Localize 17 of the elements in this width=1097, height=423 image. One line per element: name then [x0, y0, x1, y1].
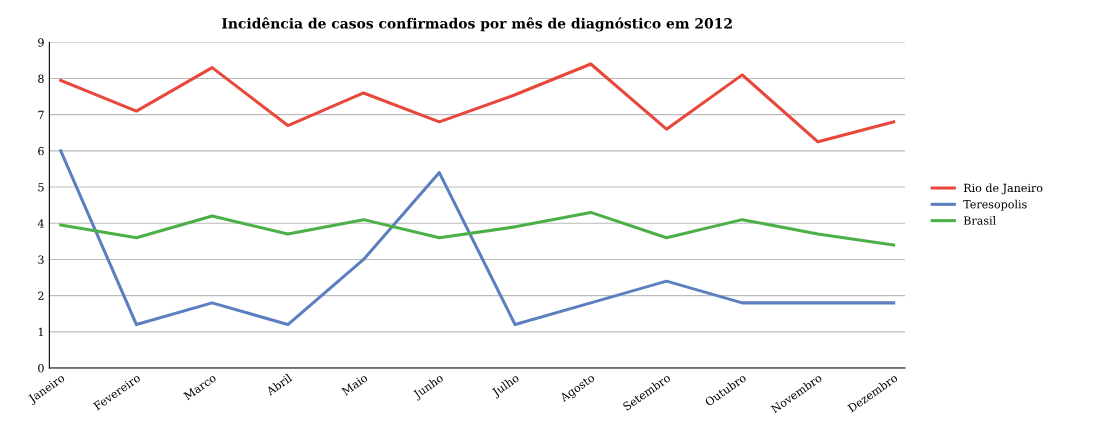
y-tick-label: 1 [38, 327, 43, 337]
legend-label: Teresopolis [963, 199, 1027, 211]
chart-title: Incidência de casos confirmados por mês de diagnóstico em 2012 [222, 17, 732, 32]
y-tick-label: 7 [38, 110, 44, 119]
line-series [59, 210, 896, 247]
y-tick-label: 0 [38, 363, 44, 373]
y-tick-label: 9 [38, 38, 44, 47]
line-series [59, 149, 896, 327]
y-tick-label: 3 [38, 255, 44, 264]
legend-label: Brasil [963, 216, 996, 225]
legend-label: Rio de Janeiro [963, 183, 1043, 195]
y-tick-label: 5 [38, 183, 44, 192]
y-tick-label: 4 [37, 219, 44, 228]
y-tick-label: 6 [38, 146, 44, 156]
line-series [59, 62, 896, 144]
y-tick-label: 2 [38, 291, 44, 300]
y-tick-label: 8 [38, 74, 44, 83]
